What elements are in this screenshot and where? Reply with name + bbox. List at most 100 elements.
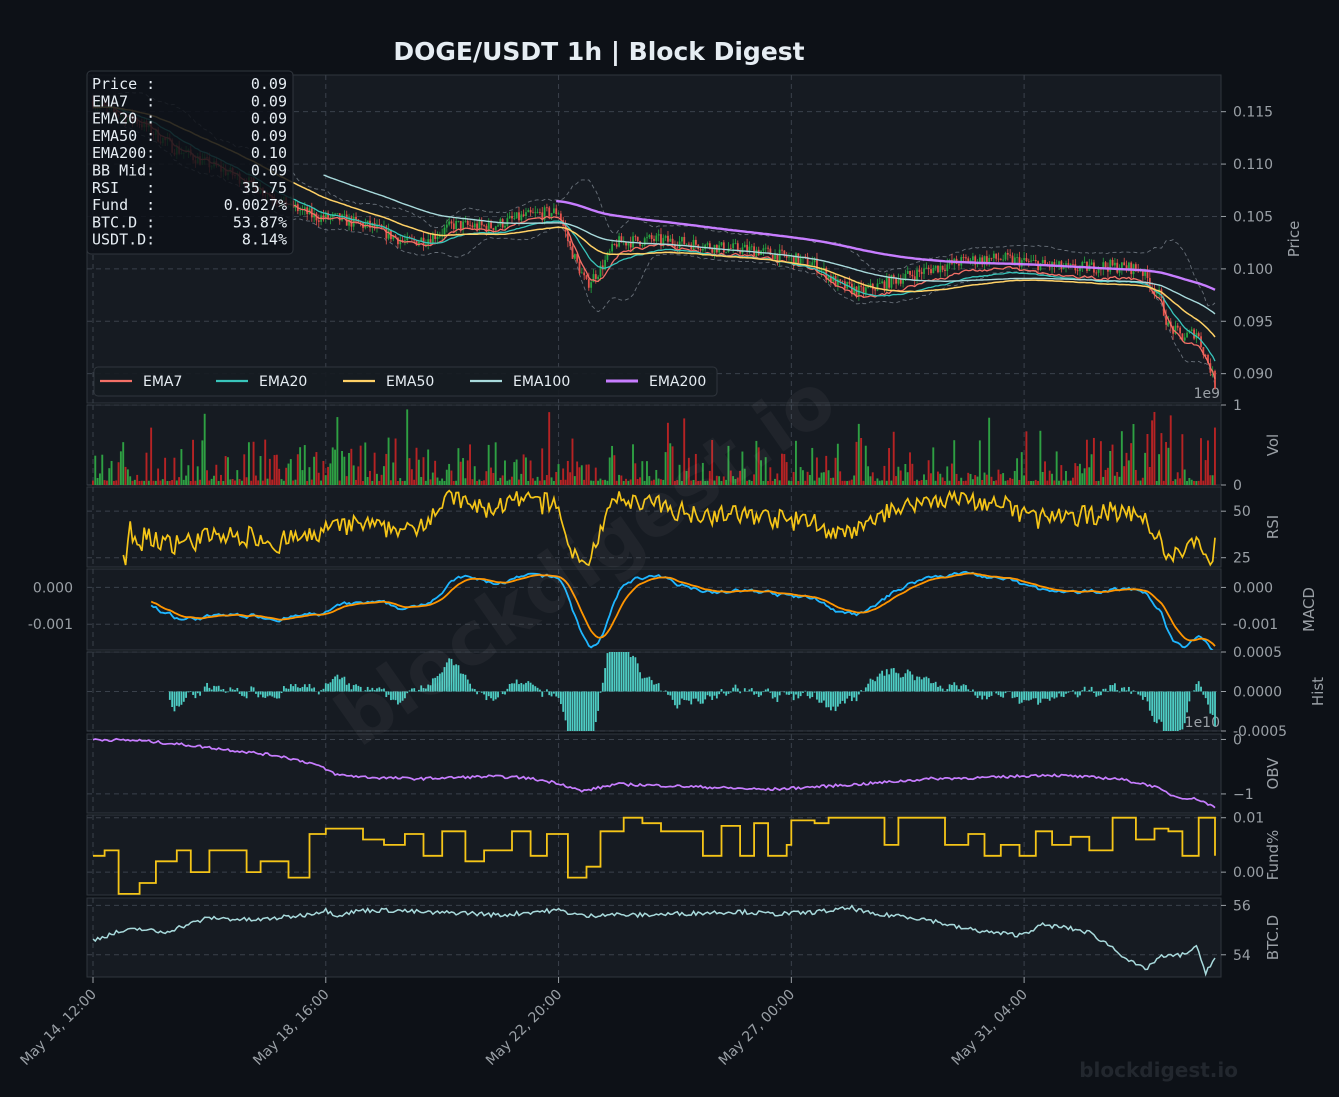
hist-bar [1011, 691, 1014, 699]
hist-bar [1148, 691, 1151, 711]
volume-bar [487, 444, 490, 485]
hist-bar [764, 689, 767, 692]
hist-bar [1125, 690, 1128, 692]
volume-bar [1102, 476, 1105, 485]
hist-bar [839, 691, 842, 704]
hist-bar [217, 685, 220, 692]
candle [701, 249, 704, 251]
hist-bar [848, 691, 851, 696]
candle [601, 265, 604, 270]
volume-bar [1165, 441, 1168, 485]
volume-bar [1018, 479, 1021, 485]
volume-bar [287, 463, 290, 485]
volume-bar [576, 461, 579, 485]
volume-bar [1113, 475, 1116, 485]
candle [841, 281, 844, 282]
volume-bar [1092, 437, 1095, 485]
volume-bar [904, 464, 907, 485]
volume-bar [643, 480, 646, 485]
legend-label: EMA20 [259, 374, 307, 390]
hist-bar [1097, 691, 1100, 696]
candle [890, 275, 893, 288]
volume-bar [355, 479, 357, 485]
candle [916, 269, 918, 280]
hist-bar [878, 673, 881, 692]
volume-bar [101, 454, 104, 485]
candle [504, 225, 506, 228]
volume-bar [227, 457, 229, 485]
hist-bar [920, 679, 923, 692]
price-ytick: 0.100 [1233, 262, 1273, 278]
volume-bar [1116, 471, 1119, 485]
hist-bar [958, 689, 960, 692]
candle [671, 238, 674, 244]
legend-box [93, 366, 718, 397]
volume-bar [718, 476, 721, 485]
hist-bar [739, 691, 742, 694]
volume-bar [94, 455, 97, 485]
volume-bar [762, 480, 765, 485]
volume-bar [1162, 480, 1165, 485]
volume-bar [794, 440, 797, 485]
candle [806, 256, 809, 266]
volume-bar [492, 472, 495, 485]
candle [585, 275, 588, 279]
hist-bar [688, 691, 690, 701]
volume-bar [932, 447, 935, 485]
volume-bar [876, 478, 879, 485]
volume-bar [897, 466, 900, 485]
hist-ytick: 0.0000 [1233, 685, 1282, 701]
candle [455, 221, 458, 230]
hist-bar [1013, 691, 1016, 698]
volume-bar [1123, 466, 1126, 485]
hist-bar [322, 688, 325, 692]
hist-bar [308, 683, 311, 692]
candle [641, 245, 644, 246]
candle [1193, 329, 1195, 339]
volume-bar [792, 472, 795, 485]
volume-bar [222, 480, 225, 485]
volume-bar [1148, 466, 1151, 485]
volume-bar [818, 477, 821, 485]
hist-bar [1144, 691, 1147, 697]
volume-bar [1118, 476, 1121, 485]
hist-bar [727, 691, 730, 694]
hist-bar [1197, 681, 1200, 692]
candle [636, 236, 639, 242]
hist-bar [285, 688, 288, 692]
volume-bar [785, 462, 788, 485]
price-ytick: 0.095 [1233, 314, 1273, 330]
hist-bar [797, 691, 800, 699]
volume-bar [1144, 452, 1147, 485]
volume-bar [182, 479, 185, 485]
candle [1002, 259, 1005, 261]
volume-bar [1106, 467, 1109, 485]
volume-bar [941, 477, 944, 485]
hist-bar [564, 691, 567, 721]
hist-bar [210, 689, 213, 692]
volume-bar [301, 470, 304, 485]
candle [732, 243, 735, 249]
candle [611, 244, 613, 252]
candle [464, 220, 467, 222]
candle [685, 243, 688, 245]
volume-bar [359, 445, 362, 485]
hist-bar [417, 689, 420, 692]
volume-bar [839, 471, 842, 485]
volume-bar [995, 480, 998, 485]
volume-bar [1104, 469, 1107, 485]
volume-bar [233, 480, 236, 485]
candle [1167, 321, 1170, 325]
volume-bar [657, 478, 660, 485]
candle [1034, 260, 1037, 262]
hist-bar [939, 685, 942, 692]
candle [902, 278, 904, 284]
hist-bar [1093, 691, 1095, 693]
hist-bar [443, 667, 446, 692]
candle [944, 269, 946, 272]
hist-bar [296, 687, 299, 692]
hist-bar [303, 684, 306, 692]
candle [448, 221, 451, 225]
hist-bar [804, 690, 807, 692]
volume-bar [1002, 473, 1005, 485]
